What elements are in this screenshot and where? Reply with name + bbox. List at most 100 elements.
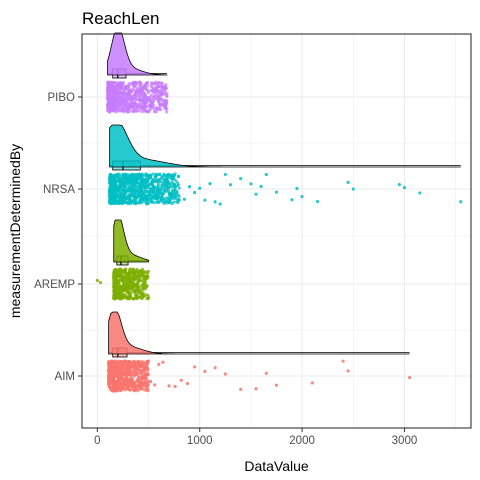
data-point: [126, 388, 129, 391]
data-point: [133, 270, 136, 273]
data-point: [121, 296, 124, 299]
data-point: [177, 175, 180, 178]
data-point: [99, 281, 102, 284]
data-point: [143, 389, 146, 392]
data-point: [138, 81, 141, 84]
data-point: [125, 361, 128, 364]
data-point: [161, 193, 164, 196]
data-point: [124, 378, 127, 381]
data-point: [118, 86, 121, 89]
data-point: [139, 279, 142, 282]
data-point: [162, 190, 165, 193]
data-point: [138, 84, 141, 87]
data-point: [134, 200, 137, 203]
data-point: [142, 179, 145, 182]
data-point: [165, 180, 168, 183]
data-point: [160, 198, 163, 201]
data-point: [154, 177, 157, 180]
data-point: [115, 196, 118, 199]
y-tick-label: AREMP: [34, 279, 75, 291]
data-point: [113, 372, 116, 375]
data-point: [132, 297, 135, 300]
data-point: [143, 275, 146, 278]
data-point: [152, 95, 155, 98]
data-point: [118, 381, 121, 384]
data-point: [113, 382, 116, 385]
data-point: [203, 199, 206, 202]
data-point: [138, 270, 141, 273]
y-axis: AIMAREMPNRSAPIBO: [34, 92, 82, 383]
data-point: [174, 195, 177, 198]
data-point: [132, 109, 135, 112]
data-point: [213, 200, 216, 203]
data-point: [155, 106, 158, 109]
data-point: [161, 361, 164, 364]
data-point: [136, 389, 139, 392]
data-point: [113, 192, 116, 195]
data-point: [265, 173, 268, 176]
data-point: [130, 193, 133, 196]
x-tick-label: 0: [94, 435, 100, 447]
data-point: [118, 179, 121, 182]
data-point: [156, 173, 159, 176]
data-point: [133, 360, 136, 363]
data-point: [111, 82, 114, 85]
data-point: [118, 367, 121, 370]
data-point: [157, 179, 160, 182]
data-point: [141, 197, 144, 200]
data-point: [147, 97, 150, 100]
data-point: [122, 276, 125, 279]
data-point: [144, 191, 147, 194]
data-point: [144, 88, 147, 91]
data-point: [112, 93, 115, 96]
x-tick-label: 2000: [289, 435, 315, 447]
data-point: [118, 95, 121, 98]
data-point: [249, 182, 252, 185]
data-point: [203, 370, 206, 373]
data-point: [144, 366, 147, 369]
data-point: [117, 81, 120, 84]
data-point: [128, 98, 131, 101]
data-point: [148, 176, 151, 179]
data-point: [128, 106, 131, 109]
data-point: [295, 187, 298, 190]
data-point: [109, 102, 112, 105]
data-point: [183, 198, 186, 201]
data-point: [142, 185, 145, 188]
y-tick-label: NRSA: [43, 184, 75, 196]
data-point: [341, 360, 344, 363]
data-point: [153, 90, 156, 93]
data-point: [120, 289, 123, 292]
data-point: [198, 187, 201, 190]
data-point: [134, 81, 137, 84]
data-point: [112, 274, 115, 277]
data-point: [193, 191, 196, 194]
data-point: [111, 90, 114, 93]
data-point: [108, 361, 111, 364]
data-point: [160, 81, 163, 84]
data-point: [107, 374, 110, 377]
data-point: [140, 190, 143, 193]
data-point: [124, 103, 127, 106]
data-point: [164, 107, 167, 110]
data-point: [114, 367, 117, 370]
data-point: [139, 183, 142, 186]
data-point: [127, 186, 130, 189]
data-point: [132, 370, 135, 373]
data-point: [398, 183, 401, 186]
data-point: [352, 187, 355, 190]
data-point: [136, 98, 139, 101]
data-point: [175, 200, 178, 203]
data-point: [122, 107, 125, 110]
data-point: [117, 289, 120, 292]
data-point: [290, 198, 293, 201]
data-point: [149, 190, 152, 193]
data-point: [115, 89, 118, 92]
data-point: [162, 88, 165, 91]
data-point: [224, 372, 227, 375]
data-point: [130, 284, 133, 287]
data-point: [157, 363, 160, 366]
data-point: [117, 109, 120, 112]
data-point: [146, 389, 149, 392]
data-point: [121, 380, 124, 383]
